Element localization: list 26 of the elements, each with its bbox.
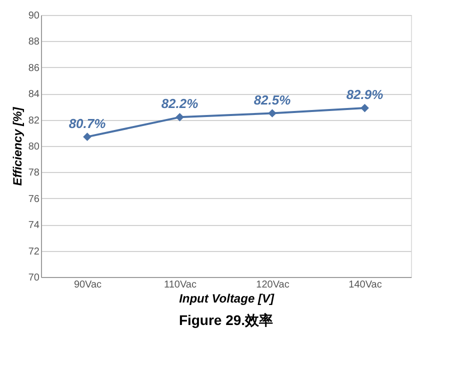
y-tick-label: 90 xyxy=(28,10,40,22)
y-tick-label: 86 xyxy=(28,62,40,74)
y-tick-label: 72 xyxy=(28,246,40,258)
x-tick-label: 140Vac xyxy=(348,280,382,290)
y-tick-label: 74 xyxy=(28,220,40,232)
x-tick-label: 110Vac xyxy=(164,280,196,290)
data-label: 80.7% xyxy=(68,116,106,131)
y-tick-label: 76 xyxy=(28,194,40,205)
y-tick-label: 70 xyxy=(28,272,40,284)
point xyxy=(176,112,184,122)
point xyxy=(268,109,276,118)
y-tick-label: 80 xyxy=(28,142,40,152)
y-axis-title: Efficiency [%] xyxy=(10,106,24,186)
x-axis-title: Input Voltage [V] xyxy=(179,292,275,306)
y-tick-label: 82 xyxy=(28,115,40,126)
caption: Figure 29.效率 xyxy=(178,312,274,328)
data-label: 82.9% xyxy=(346,87,384,102)
data-label: 82.2% xyxy=(161,96,199,112)
x-tick-label: 90Vac xyxy=(74,280,102,290)
x-tick-label: 120Vac xyxy=(256,280,290,290)
y-tick-label: 84 xyxy=(28,89,40,100)
y-tick-label: 88 xyxy=(28,36,40,48)
point xyxy=(360,104,369,112)
y-tick-label: 78 xyxy=(28,168,40,179)
point xyxy=(83,132,92,142)
data-label: 82.5% xyxy=(254,92,292,108)
